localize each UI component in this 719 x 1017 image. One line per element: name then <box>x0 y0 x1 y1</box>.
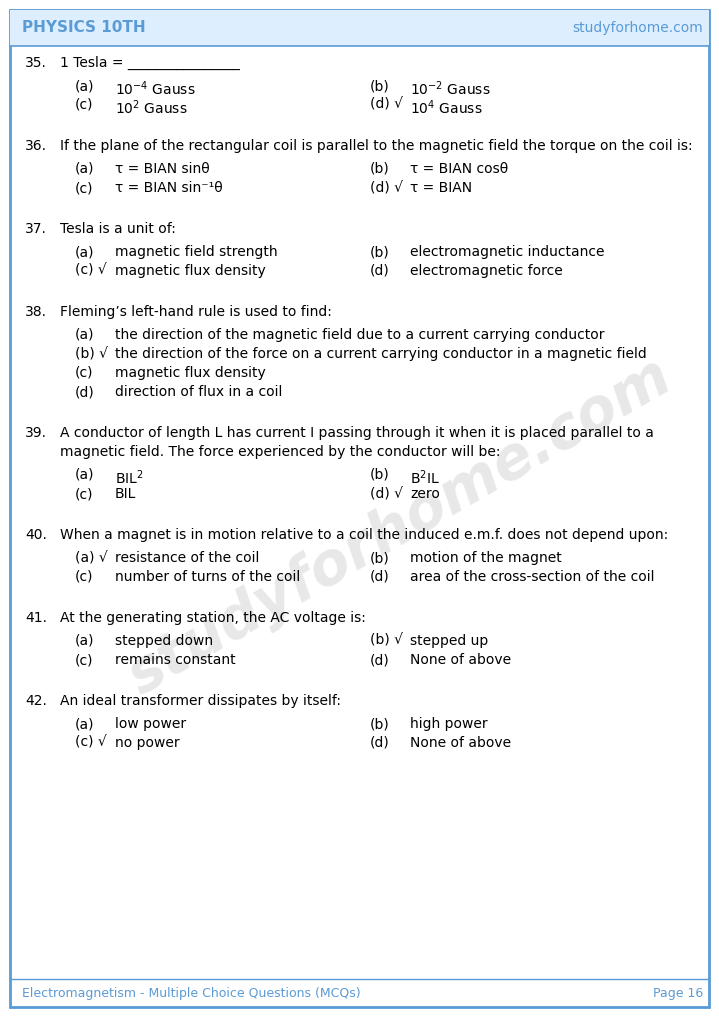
Text: (c): (c) <box>75 570 93 584</box>
Text: 37.: 37. <box>25 222 47 236</box>
Text: (b): (b) <box>370 717 390 731</box>
Text: (b) √: (b) √ <box>75 347 108 361</box>
Text: None of above: None of above <box>410 736 511 750</box>
Text: (a): (a) <box>75 717 94 731</box>
Text: An ideal transformer dissipates by itself:: An ideal transformer dissipates by itsel… <box>60 694 341 708</box>
Text: BIL: BIL <box>115 487 137 501</box>
Text: Page 16: Page 16 <box>653 986 703 1000</box>
Text: 1 Tesla = ________________: 1 Tesla = ________________ <box>60 56 240 70</box>
Text: (a): (a) <box>75 634 94 648</box>
Text: (a) √: (a) √ <box>75 551 108 565</box>
Text: studyforhome.com: studyforhome.com <box>118 348 682 706</box>
Text: (b) √: (b) √ <box>370 634 403 648</box>
Text: low power: low power <box>115 717 186 731</box>
Text: (b): (b) <box>370 468 390 482</box>
Text: τ = BIAN sin⁻¹θ: τ = BIAN sin⁻¹θ <box>115 181 223 195</box>
Text: direction of flux in a coil: direction of flux in a coil <box>115 385 283 399</box>
Bar <box>10 10 709 46</box>
Text: (c) √: (c) √ <box>75 264 106 278</box>
Text: electromagnetic inductance: electromagnetic inductance <box>410 245 605 259</box>
Text: 41.: 41. <box>25 611 47 625</box>
Text: (d) √: (d) √ <box>370 98 403 112</box>
Text: stepped up: stepped up <box>410 634 488 648</box>
Text: Fleming’s left-hand rule is used to find:: Fleming’s left-hand rule is used to find… <box>60 305 332 319</box>
Text: 35.: 35. <box>25 56 47 70</box>
Text: 39.: 39. <box>25 426 47 440</box>
Text: magnetic flux density: magnetic flux density <box>115 264 266 278</box>
Text: None of above: None of above <box>410 653 511 667</box>
Text: (a): (a) <box>75 245 94 259</box>
Text: (c): (c) <box>75 98 93 112</box>
Text: magnetic field strength: magnetic field strength <box>115 245 278 259</box>
Text: the direction of the magnetic field due to a current carrying conductor: the direction of the magnetic field due … <box>115 328 605 342</box>
Text: magnetic field. The force experienced by the conductor will be:: magnetic field. The force experienced by… <box>60 445 500 459</box>
Text: 10$^{2}$ Gauss: 10$^{2}$ Gauss <box>115 98 188 117</box>
Text: τ = BIAN sinθ: τ = BIAN sinθ <box>115 162 210 176</box>
Text: τ = BIAN: τ = BIAN <box>410 181 472 195</box>
Text: (b): (b) <box>370 245 390 259</box>
Text: the direction of the force on a current carrying conductor in a magnetic field: the direction of the force on a current … <box>115 347 647 361</box>
Text: 10$^{-4}$ Gauss: 10$^{-4}$ Gauss <box>115 79 196 98</box>
Text: (b): (b) <box>370 162 390 176</box>
Text: (a): (a) <box>75 162 94 176</box>
Text: zero: zero <box>410 487 440 501</box>
Text: 38.: 38. <box>25 305 47 319</box>
Text: 40.: 40. <box>25 528 47 542</box>
Text: (d) √: (d) √ <box>370 487 403 501</box>
Text: 10$^{-2}$ Gauss: 10$^{-2}$ Gauss <box>410 79 490 98</box>
Text: stepped down: stepped down <box>115 634 213 648</box>
Text: If the plane of the rectangular coil is parallel to the magnetic field the torqu: If the plane of the rectangular coil is … <box>60 139 692 153</box>
Text: (d): (d) <box>370 570 390 584</box>
Text: (a): (a) <box>75 79 94 93</box>
Text: (a): (a) <box>75 328 94 342</box>
Text: At the generating station, the AC voltage is:: At the generating station, the AC voltag… <box>60 611 366 625</box>
Text: studyforhome.com: studyforhome.com <box>572 21 703 35</box>
Text: no power: no power <box>115 736 180 750</box>
Text: (d): (d) <box>370 736 390 750</box>
Text: Tesla is a unit of:: Tesla is a unit of: <box>60 222 176 236</box>
Text: (d): (d) <box>75 385 95 399</box>
Text: magnetic flux density: magnetic flux density <box>115 366 266 380</box>
Text: (c): (c) <box>75 653 93 667</box>
Text: high power: high power <box>410 717 487 731</box>
Text: (b): (b) <box>370 79 390 93</box>
Text: A conductor of length L has current I passing through it when it is placed paral: A conductor of length L has current I pa… <box>60 426 654 440</box>
Text: PHYSICS 10TH: PHYSICS 10TH <box>22 20 146 36</box>
Text: number of turns of the coil: number of turns of the coil <box>115 570 301 584</box>
Text: (c): (c) <box>75 366 93 380</box>
Text: BIL$^{2}$: BIL$^{2}$ <box>115 468 144 486</box>
Text: (d): (d) <box>370 653 390 667</box>
Text: When a magnet is in motion relative to a coil the induced e.m.f. does not depend: When a magnet is in motion relative to a… <box>60 528 668 542</box>
Text: (b): (b) <box>370 551 390 565</box>
Text: (c): (c) <box>75 487 93 501</box>
Text: τ = BIAN cosθ: τ = BIAN cosθ <box>410 162 508 176</box>
Text: Electromagnetism - Multiple Choice Questions (MCQs): Electromagnetism - Multiple Choice Quest… <box>22 986 361 1000</box>
Text: B$^{2}$IL: B$^{2}$IL <box>410 468 440 486</box>
Text: area of the cross-section of the coil: area of the cross-section of the coil <box>410 570 654 584</box>
Text: remains constant: remains constant <box>115 653 236 667</box>
Text: resistance of the coil: resistance of the coil <box>115 551 260 565</box>
Text: (d): (d) <box>370 264 390 278</box>
Text: motion of the magnet: motion of the magnet <box>410 551 562 565</box>
Text: (c): (c) <box>75 181 93 195</box>
Text: (d) √: (d) √ <box>370 181 403 195</box>
Text: (c) √: (c) √ <box>75 736 106 750</box>
Text: (a): (a) <box>75 468 94 482</box>
Text: 36.: 36. <box>25 139 47 153</box>
Text: 42.: 42. <box>25 694 47 708</box>
Text: 10$^{4}$ Gauss: 10$^{4}$ Gauss <box>410 98 482 117</box>
Text: electromagnetic force: electromagnetic force <box>410 264 563 278</box>
